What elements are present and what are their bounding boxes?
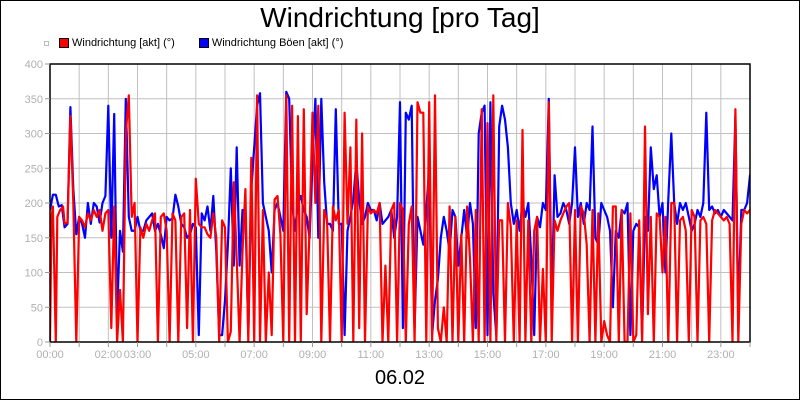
chart-title: Windrichtung [pro Tag]: [260, 2, 540, 33]
legend-label: Windrichtung [akt] (°): [72, 37, 175, 49]
x-tick-label: 05:00: [182, 349, 210, 361]
x-tick-label: 19:00: [590, 349, 618, 361]
x-tick-label: 07:00: [240, 349, 268, 361]
y-tick-label: 300: [25, 129, 43, 141]
date-label: 06.02: [374, 367, 426, 389]
legend-item-windrichtung-boeen: Windrichtung Böen [akt] (°): [198, 37, 344, 49]
legend-swatch-red-icon: [59, 38, 69, 48]
y-tick-label: 250: [25, 163, 43, 175]
x-tick-label: 00:00: [36, 349, 64, 361]
y-tick-label: 200: [25, 198, 43, 210]
x-tick-label: 13:00: [415, 349, 443, 361]
legend-swatch-blue-icon: [198, 38, 209, 48]
x-tick-label: 17:00: [532, 349, 560, 361]
y-tick-label: 50: [31, 302, 43, 314]
series-line: [50, 94, 750, 342]
x-axis: 00:00 02:00 03:00 05:00 07:00 09:00 11:00 13:00…: [36, 342, 751, 361]
y-axis: 0 50 100 150 200 250 300 350 400: [25, 59, 50, 349]
series-line: [50, 90, 750, 337]
x-tick-label: 23:00: [707, 349, 735, 361]
y-tick-label: 350: [25, 94, 43, 106]
x-tick-label: 09:00: [299, 349, 327, 361]
legend-marker-icon: [44, 40, 49, 46]
x-tick-label: 21:00: [649, 349, 677, 361]
x-tick-label: 03:00: [124, 349, 152, 361]
data-series: [50, 90, 750, 342]
x-tick-label: 15:00: [474, 349, 502, 361]
y-tick-label: 100: [25, 268, 43, 280]
legend-label: Windrichtung Böen [akt] (°): [211, 37, 344, 49]
x-tick-label: 11:00: [357, 349, 384, 361]
y-tick-label: 150: [25, 233, 43, 245]
x-tick-label: 02:00: [95, 349, 123, 361]
y-tick-label: 0: [37, 337, 43, 349]
chart-legend: Windrichtung [akt] (°) Windrichtung Böen…: [44, 37, 367, 49]
y-tick-label: 400: [25, 59, 43, 71]
legend-item-windrichtung: Windrichtung [akt] (°): [59, 37, 175, 49]
